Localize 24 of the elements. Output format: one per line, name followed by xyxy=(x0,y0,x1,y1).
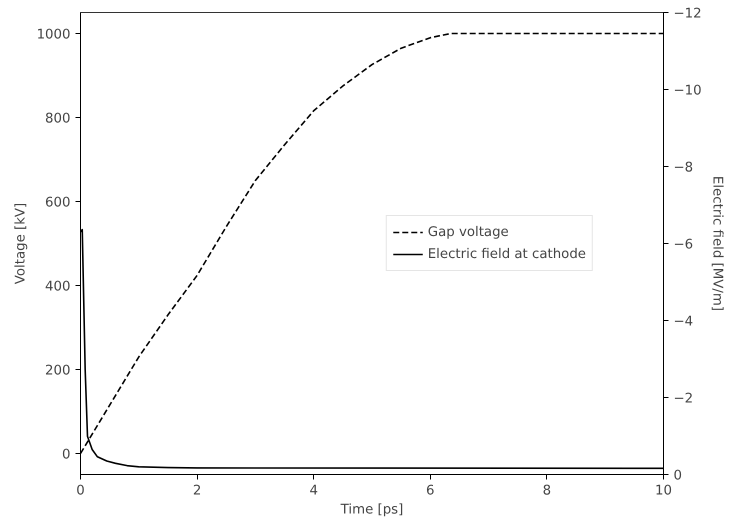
legend-label: Gap voltage xyxy=(428,224,509,240)
y2-tick-label: −2 xyxy=(674,392,694,406)
y2-tick-label: −4 xyxy=(674,314,694,330)
y2-tick-label: −10 xyxy=(674,84,702,98)
y-tick-label: 600 xyxy=(45,196,71,210)
y2-tick-label: 0 xyxy=(674,468,682,484)
x-axis-title: Time [ps] xyxy=(340,502,404,518)
legend-label: Electric field at cathode xyxy=(428,246,586,262)
y-tick-label: 200 xyxy=(45,364,71,378)
y-tick-label: 1000 xyxy=(36,28,71,42)
y2-tick-label: −12 xyxy=(674,6,702,22)
x-tick-label: 8 xyxy=(542,484,552,498)
y2-axis-title: Electric field [MV/m] xyxy=(710,176,725,312)
y2-tick-label: −8 xyxy=(674,160,694,176)
x-tick-label: 0 xyxy=(76,484,85,498)
x-tick-label: 2 xyxy=(192,484,202,498)
x-tick-label: 6 xyxy=(426,484,435,498)
y-tick-label: 800 xyxy=(45,112,71,126)
y2-tick-label: −6 xyxy=(674,238,694,252)
y-tick-label: 0 xyxy=(62,448,71,462)
x-tick-label: 10 xyxy=(655,484,672,498)
x-tick-label: 4 xyxy=(309,484,318,498)
y-tick-label: 400 xyxy=(45,280,71,294)
y-axis-title: Voltage [kV] xyxy=(14,202,29,284)
